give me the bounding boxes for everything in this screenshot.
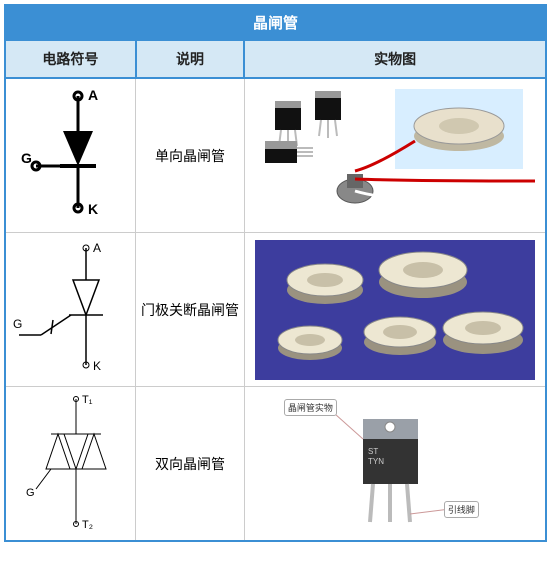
scr-photo-svg xyxy=(255,86,535,226)
symbol-cell: T₁ G T₂ xyxy=(5,387,136,542)
desc-cell: 双向晶闸管 xyxy=(136,387,245,542)
label-a: A xyxy=(88,87,98,103)
desc-text: 门极关断晶闸管 xyxy=(141,302,239,318)
label-g: G xyxy=(13,317,22,331)
desc-text: 单向晶闸管 xyxy=(155,148,225,164)
symbol-scr: A G K xyxy=(10,83,131,228)
puck-icon xyxy=(379,252,467,298)
table-title: 晶闸管 xyxy=(5,5,546,40)
gto-symbol-svg: A G K xyxy=(11,240,131,380)
symbol-gto: A G K xyxy=(10,237,131,382)
puck-icon xyxy=(443,312,523,354)
symbol-cell: A G K xyxy=(5,233,136,387)
label-a: A xyxy=(93,241,101,255)
puck-icon xyxy=(364,317,436,355)
svg-text:ST: ST xyxy=(368,447,378,456)
table-row: A G K 单向晶闸管 xyxy=(5,78,546,233)
photo-cell: ST TYN 晶闸管实物 引线脚 xyxy=(244,387,546,542)
callout-body: 晶闸管实物 xyxy=(284,399,337,416)
photo-scr xyxy=(249,83,541,228)
header-photo: 实物图 xyxy=(244,40,546,78)
label-k: K xyxy=(93,359,101,373)
label-g: G xyxy=(26,487,35,499)
chip-label: TYN xyxy=(368,457,384,466)
photo-gto xyxy=(249,237,541,382)
thyristor-table: 晶闸管 电路符号 说明 实物图 A G K xyxy=(4,4,547,542)
header-symbol: 电路符号 xyxy=(5,40,136,78)
symbol-triac: T₁ G T₂ xyxy=(10,391,131,536)
callout-leads: 引线脚 xyxy=(444,501,479,518)
triac-symbol-svg: T₁ G T₂ xyxy=(16,394,126,534)
photo-triac: ST TYN 晶闸管实物 引线脚 xyxy=(249,391,541,536)
puck-icon xyxy=(287,264,363,304)
label-g: G xyxy=(21,150,32,166)
table-row: T₁ G T₂ 双向晶闸管 xyxy=(5,387,546,542)
gto-photo-svg xyxy=(255,240,535,380)
photo-cell xyxy=(244,78,546,233)
photo-cell xyxy=(244,233,546,387)
desc-text: 双向晶闸管 xyxy=(155,456,225,472)
desc-cell: 单向晶闸管 xyxy=(136,78,245,233)
desc-cell: 门极关断晶闸管 xyxy=(136,233,245,387)
title-row: 晶闸管 xyxy=(5,5,546,40)
header-row: 电路符号 说明 实物图 xyxy=(5,40,546,78)
label-t1: T₁ xyxy=(82,394,93,406)
symbol-cell: A G K xyxy=(5,78,136,233)
label-t2: T₂ xyxy=(82,519,93,531)
label-k: K xyxy=(88,201,98,217)
table-row: A G K 门极关断晶闸管 xyxy=(5,233,546,387)
scr-symbol-svg: A G K xyxy=(16,86,126,226)
header-desc: 说明 xyxy=(136,40,245,78)
puck-icon xyxy=(278,326,342,360)
